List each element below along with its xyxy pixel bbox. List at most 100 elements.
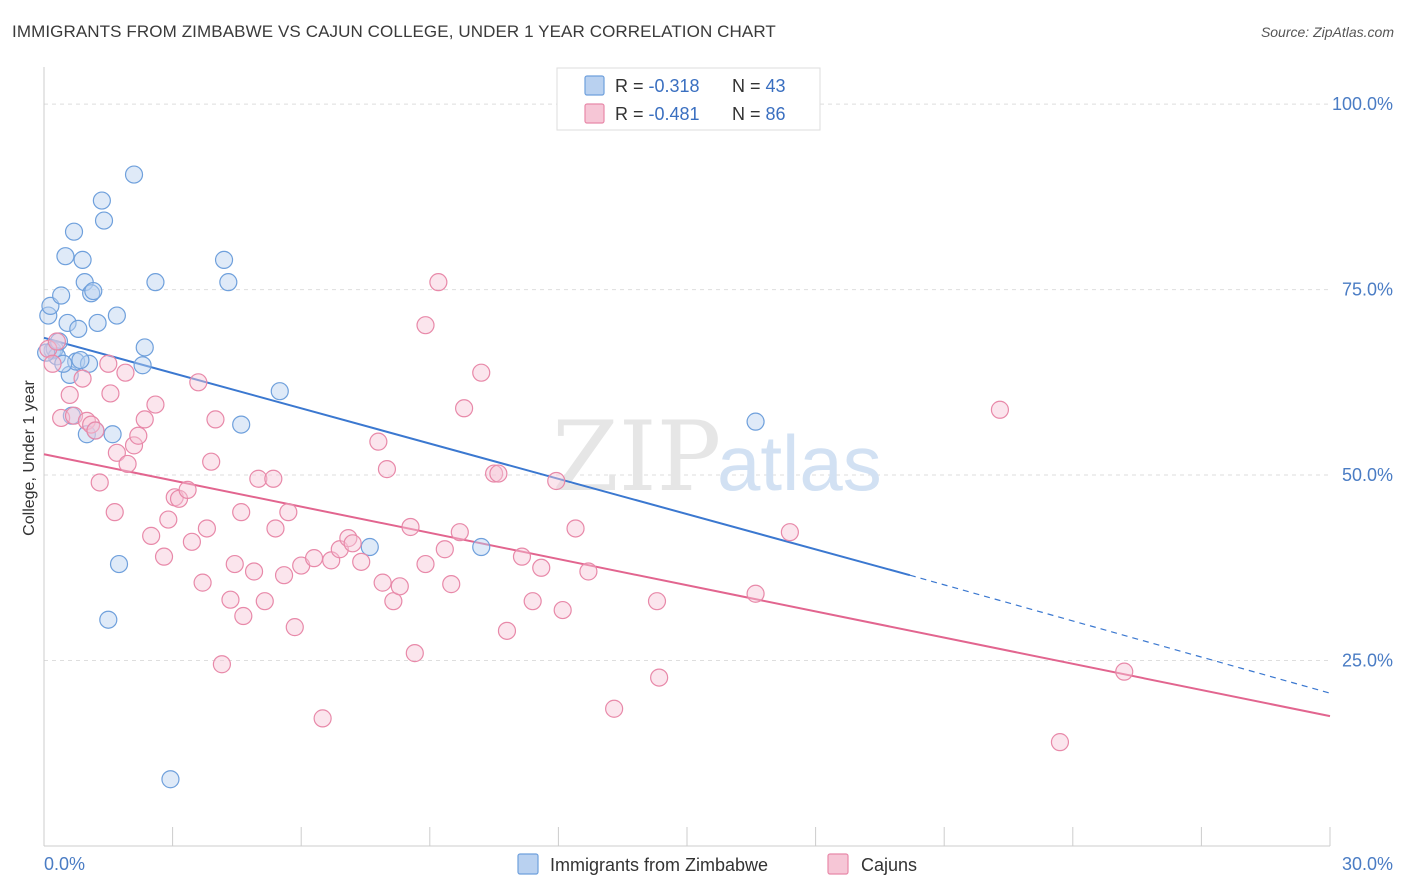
point-cajuns-35 xyxy=(225,554,244,574)
point-cajuns-13 xyxy=(105,503,124,522)
point-cajuns-4 xyxy=(60,385,79,405)
point-cajuns-72 xyxy=(512,547,532,566)
point-cajuns-84 xyxy=(990,400,1010,419)
point-zimbabwe-6 xyxy=(56,247,75,266)
point-cajuns-69 xyxy=(485,464,504,483)
series-legend-swatch-cajuns xyxy=(827,853,849,875)
y-tick-labels: 25.0% 50.0% 75.0% 100.0% xyxy=(1332,94,1393,670)
point-cajuns-60 xyxy=(405,644,424,663)
point-zimbabwe-24 xyxy=(107,306,126,325)
point-zimbabwe-20 xyxy=(92,191,111,210)
x-axis-ticks xyxy=(43,827,1331,846)
point-cajuns-1 xyxy=(43,354,62,373)
point-zimbabwe-31 xyxy=(214,250,234,269)
point-cajuns-40 xyxy=(255,592,274,611)
point-cajuns-23 xyxy=(159,510,178,529)
point-cajuns-19 xyxy=(135,410,154,429)
point-cajuns-39 xyxy=(249,469,268,488)
gridlines xyxy=(44,103,1330,662)
point-cajuns-37 xyxy=(234,606,253,626)
point-cajuns-47 xyxy=(304,549,324,568)
point-cajuns-9 xyxy=(86,421,105,440)
point-cajuns-11 xyxy=(99,354,118,373)
point-cajuns-48 xyxy=(313,709,332,728)
watermark-atlas: atlas xyxy=(717,419,882,507)
x-tick-labels: 0.0% 30.0% xyxy=(44,854,1393,874)
point-cajuns-75 xyxy=(547,471,566,491)
point-cajuns-16 xyxy=(118,454,137,474)
point-cajuns-66 xyxy=(450,523,469,542)
series-legend-label-cajuns: Cajuns xyxy=(861,855,917,875)
legend-r-value-zimbabwe: -0.318 xyxy=(649,76,700,96)
watermark: ZIP atlas xyxy=(552,401,882,513)
point-cajuns-41 xyxy=(264,469,283,488)
y-tick-label-3: 100.0% xyxy=(1332,94,1393,114)
point-cajuns-30 xyxy=(197,519,216,538)
point-zimbabwe-22 xyxy=(99,610,118,629)
chart-source: Source: ZipAtlas.com xyxy=(1260,24,1394,40)
point-cajuns-27 xyxy=(182,532,201,551)
point-cajuns-42 xyxy=(266,519,285,538)
svg-text:N = 86: N = 86 xyxy=(732,104,786,124)
point-cajuns-70 xyxy=(489,464,508,483)
data-points xyxy=(37,165,1134,789)
point-cajuns-28 xyxy=(189,373,208,392)
trend-line-extension-0 xyxy=(909,574,1331,694)
point-cajuns-71 xyxy=(497,621,517,640)
point-cajuns-22 xyxy=(154,547,174,566)
point-cajuns-34 xyxy=(221,590,240,609)
legend-r-value-cajuns: -0.481 xyxy=(649,104,700,124)
x-tick-label-1: 30.0% xyxy=(1342,854,1393,874)
legend-r-label-cajuns: R = xyxy=(615,104,649,124)
point-cajuns-55 xyxy=(373,573,392,592)
svg-text:R = -0.318: R = -0.318 xyxy=(615,76,700,96)
point-cajuns-36 xyxy=(232,503,251,522)
point-cajuns-38 xyxy=(244,562,264,581)
point-cajuns-85 xyxy=(1050,733,1070,752)
point-cajuns-17 xyxy=(124,436,144,455)
y-axis-title: College, Under 1 year xyxy=(21,380,38,536)
point-zimbabwe-42 xyxy=(71,350,90,370)
point-cajuns-63 xyxy=(429,273,448,292)
point-cajuns-56 xyxy=(377,460,397,479)
point-cajuns-54 xyxy=(369,432,388,451)
legend-n-label-zimbabwe: N = xyxy=(732,76,766,96)
point-cajuns-86 xyxy=(1115,662,1134,681)
point-zimbabwe-30 xyxy=(161,770,180,789)
point-cajuns-78 xyxy=(579,562,598,581)
point-cajuns-59 xyxy=(401,517,420,537)
point-zimbabwe-29 xyxy=(146,273,165,292)
point-zimbabwe-36 xyxy=(472,537,491,557)
point-zimbabwe-5 xyxy=(52,286,71,305)
legend-swatch-zimbabwe xyxy=(584,75,605,96)
point-cajuns-82 xyxy=(746,584,765,603)
point-cajuns-20 xyxy=(142,526,161,545)
legend-n-value-cajuns: 86 xyxy=(766,104,786,124)
point-cajuns-45 xyxy=(285,618,304,637)
legend-n-value-zimbabwe: 43 xyxy=(766,76,786,96)
point-cajuns-74 xyxy=(532,558,551,577)
point-zimbabwe-34 xyxy=(270,382,289,401)
point-cajuns-76 xyxy=(553,600,572,620)
point-cajuns-67 xyxy=(454,399,474,418)
point-zimbabwe-7 xyxy=(58,313,77,333)
point-cajuns-83 xyxy=(780,523,799,542)
point-cajuns-58 xyxy=(390,577,409,596)
point-cajuns-65 xyxy=(442,575,461,594)
point-zimbabwe-25 xyxy=(109,554,129,574)
correlation-legend: R = -0.318 N = 43 R = -0.481 N = 86 xyxy=(556,67,821,131)
point-zimbabwe-32 xyxy=(219,273,238,292)
svg-text:N = 43: N = 43 xyxy=(732,76,786,96)
point-cajuns-14 xyxy=(107,443,126,462)
point-cajuns-73 xyxy=(523,592,542,611)
point-cajuns-80 xyxy=(647,592,667,611)
point-cajuns-77 xyxy=(566,519,585,538)
point-cajuns-10 xyxy=(90,473,109,492)
point-cajuns-61 xyxy=(416,316,435,335)
y-tick-label-2: 75.0% xyxy=(1342,280,1393,300)
trend-line-0 xyxy=(43,336,911,577)
point-zimbabwe-11 xyxy=(69,319,88,338)
point-cajuns-44 xyxy=(279,503,298,522)
point-cajuns-31 xyxy=(202,452,221,471)
point-cajuns-79 xyxy=(605,699,624,718)
